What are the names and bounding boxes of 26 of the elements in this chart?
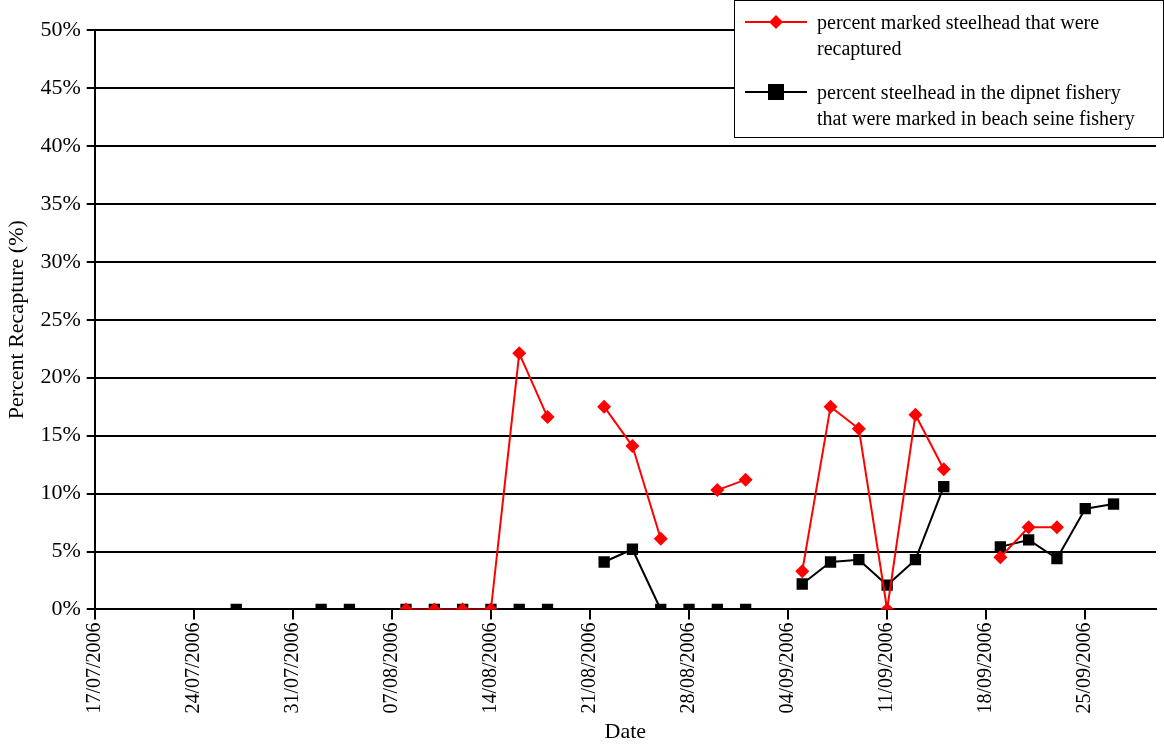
x-tick-label: 24/07/2006 (181, 622, 204, 714)
legend-label: percent marked steelhead that were recaptured (817, 10, 1101, 61)
x-axis-title: Date (604, 717, 647, 743)
legend-label: percent steelhead in the dipnet fishery that were marked in beach seine fishery (817, 80, 1136, 131)
y-tick-label: 15% (40, 421, 81, 447)
y-axis-title: Percent Recapture (%) (2, 220, 28, 420)
x-tick-label: 31/07/2006 (280, 622, 303, 714)
x-tick-label: 17/07/2006 (81, 622, 104, 714)
x-tick-label: 07/08/2006 (379, 622, 402, 714)
y-tick-label: 40% (40, 131, 81, 157)
y-tick-label: 10% (40, 479, 81, 505)
x-tick-label: 11/09/2006 (874, 622, 897, 713)
x-tick-label: 04/09/2006 (775, 622, 798, 714)
y-tick-label: 30% (40, 247, 81, 273)
x-tick-label: 21/08/2006 (577, 622, 600, 714)
x-tick-label: 18/09/2006 (973, 622, 996, 714)
x-tick-label: 25/09/2006 (1072, 622, 1095, 714)
y-tick-label: 25% (40, 305, 81, 331)
y-tick-label: 0% (51, 595, 81, 621)
x-tick-label: 28/08/2006 (676, 622, 699, 714)
y-tick-label: 45% (40, 73, 81, 99)
y-tick-label: 20% (40, 363, 81, 389)
y-tick-label: 35% (40, 189, 81, 215)
x-tick-label: 14/08/2006 (478, 622, 501, 714)
y-tick-label: 5% (51, 537, 81, 563)
y-tick-label: 50% (40, 15, 81, 41)
